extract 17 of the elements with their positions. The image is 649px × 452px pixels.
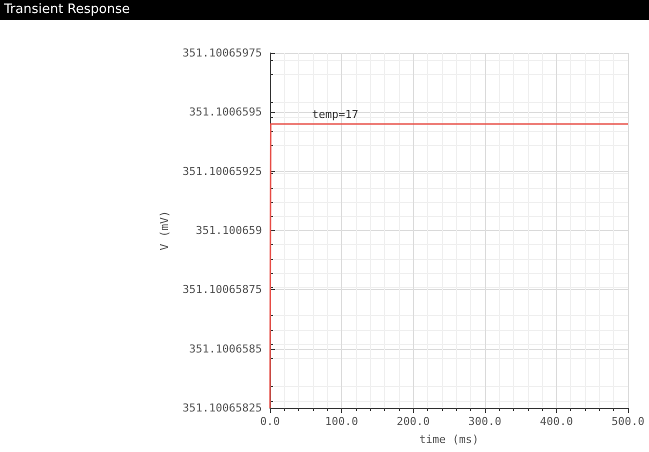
x-tick-label: 200.0 — [396, 415, 430, 428]
y-tick-label: 351.10065975 — [182, 46, 262, 60]
x-tick-label: 300.0 — [468, 415, 502, 428]
y-tick-label: 351.100659 — [196, 224, 262, 237]
y-tick-label: 351.10065875 — [182, 283, 262, 296]
x-tick-label: 400.0 — [540, 415, 573, 428]
y-tick-label: 351.10065825 — [182, 402, 262, 414]
x-tick-label: 100.0 — [325, 415, 358, 428]
y-tick-label: 351.10065925 — [182, 164, 262, 178]
x-axis-title: time (ms) — [419, 433, 479, 446]
x-tick-label: 500.0 — [611, 415, 645, 428]
y-tick-label: 351.1006585 — [189, 342, 262, 356]
text: Transient Response — [0, 0, 649, 20]
y-axis-title: V (mV) — [158, 210, 171, 250]
y-tick-label: 351.1006595 — [189, 106, 262, 119]
annotation: temp=17 — [312, 108, 358, 121]
x-tick-label: 0.0 — [260, 415, 280, 428]
